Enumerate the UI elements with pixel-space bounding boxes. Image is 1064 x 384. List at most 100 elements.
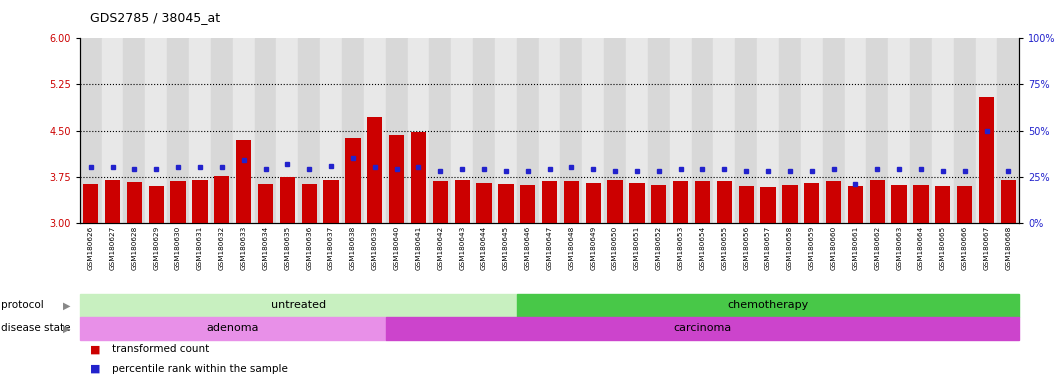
Bar [953,38,976,223]
Bar [648,38,669,223]
Text: ■: ■ [90,364,101,374]
Bar [477,183,492,223]
Bar [869,180,885,223]
Bar [385,317,1019,340]
Bar [957,186,972,223]
Bar [454,180,470,223]
Bar [342,38,364,223]
Bar [629,183,645,223]
Text: percentile rank within the sample: percentile rank within the sample [112,364,287,374]
Bar [170,181,186,223]
Text: disease state: disease state [1,323,70,333]
Bar [320,38,342,223]
Bar [735,38,758,223]
Bar [801,38,822,223]
Bar [411,132,426,223]
Text: transformed count: transformed count [112,344,209,354]
Bar [80,38,102,223]
Bar [430,38,451,223]
Bar [997,38,1019,223]
Bar [782,185,798,223]
Bar [692,38,714,223]
Bar [146,38,167,223]
Bar [651,185,666,223]
Bar [495,38,517,223]
Bar [257,184,273,223]
Bar [866,38,888,223]
Bar [345,138,361,223]
Text: GDS2785 / 38045_at: GDS2785 / 38045_at [90,12,220,25]
Bar [280,177,295,223]
Bar [408,38,430,223]
Text: carcinoma: carcinoma [674,323,732,333]
Bar [1001,180,1016,223]
Bar [979,97,994,223]
Bar [738,186,754,223]
Bar [608,180,622,223]
Bar [149,186,164,223]
Bar [105,180,120,223]
Text: protocol: protocol [1,300,44,310]
Bar [189,38,211,223]
Bar [604,38,626,223]
Bar [848,186,863,223]
Bar [167,38,189,223]
Text: ■: ■ [90,344,101,354]
Bar [364,38,385,223]
Bar [233,38,254,223]
Bar [935,186,950,223]
Bar [236,140,251,223]
Bar [538,38,561,223]
Bar [674,181,688,223]
Bar [542,181,558,223]
Bar [433,181,448,223]
Bar [761,187,776,223]
Bar [695,181,710,223]
Bar [451,38,473,223]
Bar [976,38,997,223]
Bar [517,38,538,223]
Bar [83,184,98,223]
Bar [582,38,604,223]
Bar [564,181,579,223]
Bar [254,38,277,223]
Bar [214,176,230,223]
Text: adenoma: adenoma [206,323,259,333]
Bar [717,181,732,223]
Bar [845,38,866,223]
Bar [758,38,779,223]
Bar [323,180,338,223]
Bar [102,38,123,223]
Bar [888,38,910,223]
Bar [626,38,648,223]
Bar [892,185,907,223]
Bar [520,185,535,223]
Bar [127,182,143,223]
Bar [473,38,495,223]
Bar [277,38,298,223]
Bar [826,181,842,223]
Bar [80,317,385,340]
Bar [517,294,1019,317]
Bar [301,184,317,223]
Bar [211,38,233,223]
Text: chemotherapy: chemotherapy [728,300,809,310]
Bar [80,294,517,317]
Text: untreated: untreated [270,300,326,310]
Bar [585,183,601,223]
Bar [498,184,514,223]
Bar [385,38,408,223]
Bar [298,38,320,223]
Bar [822,38,845,223]
Bar [389,135,404,223]
Bar [910,38,932,223]
Bar [913,185,929,223]
Text: ▶: ▶ [63,323,71,333]
Bar [804,183,819,223]
Bar [779,38,801,223]
Bar [123,38,146,223]
Bar [714,38,735,223]
Bar [561,38,582,223]
Bar [367,117,382,223]
Text: ▶: ▶ [63,300,71,310]
